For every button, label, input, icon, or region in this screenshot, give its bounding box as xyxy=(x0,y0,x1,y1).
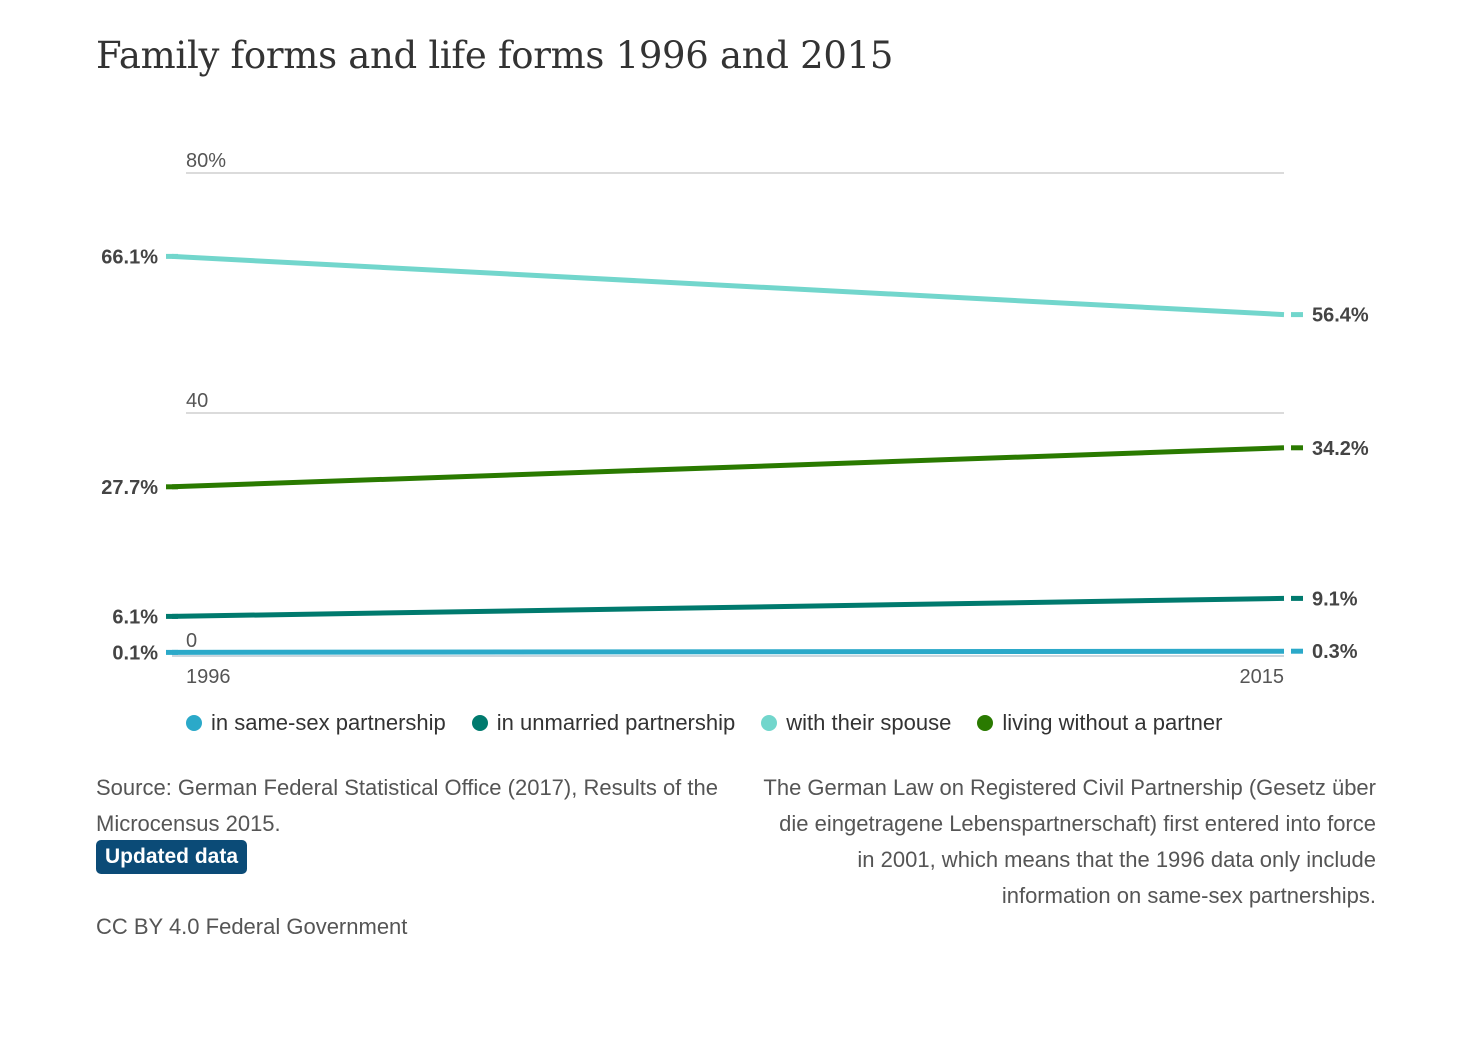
series-line xyxy=(171,253,1285,318)
legend-swatch xyxy=(471,715,488,731)
legend-label: with their spouse xyxy=(786,710,952,735)
series-line xyxy=(171,648,1285,655)
chart-title: Family forms and life forms 1996 and 201… xyxy=(96,34,894,77)
legend-swatch xyxy=(761,715,778,731)
data-label: 0.1% xyxy=(112,642,158,664)
data-label: 56.4% xyxy=(1312,305,1369,327)
data-label: 9.1% xyxy=(1312,588,1358,610)
series-line xyxy=(171,445,1285,490)
legend-label: living without a partner xyxy=(1002,710,1223,735)
x-tick-label: 1996 xyxy=(186,666,231,688)
legend-swatch xyxy=(186,715,202,731)
y-tick-label: 0 xyxy=(186,630,197,652)
updated-data-badge[interactable]: Updated data xyxy=(96,840,248,874)
data-label: 27.7% xyxy=(101,477,158,499)
chart-legend: in same-sex partnership in unmarried part… xyxy=(186,710,1222,736)
legend-label: in same-sex partnership xyxy=(211,710,446,735)
legend-item: in unmarried partnership xyxy=(471,710,736,736)
legend-swatch xyxy=(977,715,994,731)
line-chart: 80% 40 0 1996 2015 0.1% 0.3% 6.1% 9.1% 66.1% 56.4%… xyxy=(101,150,1369,688)
license-text: CC BY 4.0 Federal Government xyxy=(96,914,408,939)
x-tick-label: 2015 xyxy=(1240,666,1285,688)
source-text: Source: German Federal Statistical Offic… xyxy=(96,775,718,836)
y-tick-label: 80% xyxy=(186,150,226,172)
legend-label: in unmarried partnership xyxy=(496,710,736,735)
series-line xyxy=(171,595,1285,619)
footnote-text: The German Law on Registered Civil Partn… xyxy=(763,775,1376,908)
y-tick-label: 40 xyxy=(186,390,208,412)
data-label: 66.1% xyxy=(101,246,158,268)
data-label: 34.2% xyxy=(1312,438,1369,460)
data-label: 0.3% xyxy=(1312,641,1358,663)
legend-item: with their spouse xyxy=(761,710,951,736)
legend-item: in same-sex partnership xyxy=(186,710,446,736)
legend-item: living without a partner xyxy=(977,710,1222,736)
data-label: 6.1% xyxy=(112,606,158,628)
